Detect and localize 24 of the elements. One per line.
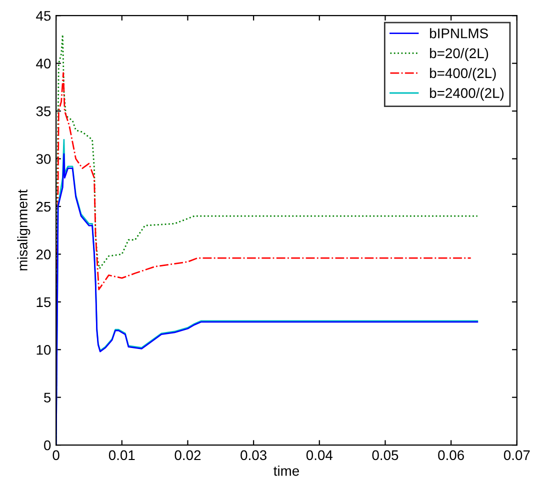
x-tick-label: 0.07 xyxy=(504,450,530,460)
x-tick-label: 0.02 xyxy=(174,450,201,460)
y-tick-label: 15 xyxy=(36,297,51,308)
x-tick-label: 0.06 xyxy=(438,450,464,460)
y-tick-label: 25 xyxy=(36,202,51,212)
y-tick-label: 35 xyxy=(36,106,51,116)
y-tick-label: 40 xyxy=(36,58,51,68)
legend-label: bIPNLMS xyxy=(430,28,488,38)
y-axis-title: misalignment xyxy=(17,190,30,270)
x-tick-label: 0.03 xyxy=(240,450,266,460)
y-tick-label: 10 xyxy=(36,344,51,355)
y-tick-label: 30 xyxy=(36,154,51,164)
x-axis-title: time xyxy=(274,466,299,476)
y-tick-label: 0 xyxy=(44,440,51,450)
y-tick-label: 5 xyxy=(44,392,51,403)
x-tick-label: 0.01 xyxy=(108,450,135,460)
legend-label: b=400/(2L) xyxy=(430,68,496,81)
legend-label: b=20/(2L) xyxy=(430,48,488,61)
y-tick-label: 20 xyxy=(36,250,51,260)
x-tick-label: 0 xyxy=(52,450,60,460)
y-tick-label: 45 xyxy=(36,11,51,21)
x-tick-label: 0.05 xyxy=(372,450,398,460)
x-tick-label: 0.04 xyxy=(306,450,333,460)
legend-label: b=2400/(2L) xyxy=(430,88,504,101)
